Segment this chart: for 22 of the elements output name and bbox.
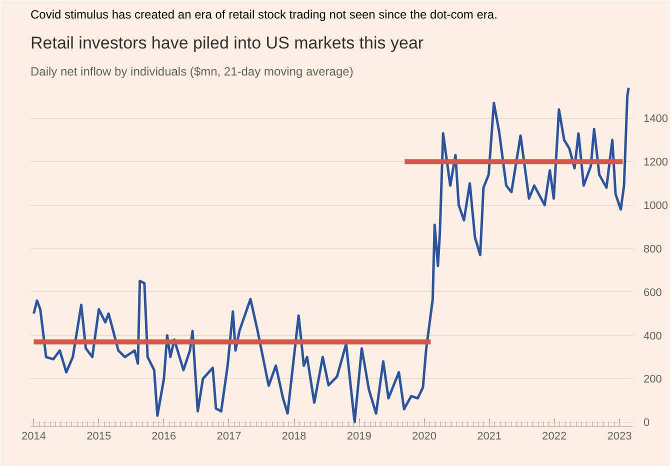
x-tick-label: 2018	[282, 430, 306, 442]
y-tick-label: 200	[644, 374, 662, 386]
x-tick-label: 2019	[346, 430, 372, 442]
y-tick-label: 600	[644, 286, 662, 299]
x-tick-label: 2014	[22, 430, 46, 442]
y-tick-label: 800	[644, 243, 662, 256]
x-tick-label: 2017	[216, 430, 242, 442]
y-tick-label: 1400	[644, 113, 668, 126]
x-tick-label: 2021	[477, 430, 502, 442]
x-tick-label: 2020	[412, 430, 436, 442]
x-tick-label: 2022	[542, 430, 567, 442]
x-tick-label: 2015	[86, 430, 112, 442]
chart-subtitle: Daily net inflow by individuals ($mn, 21-day moving average)	[30, 64, 354, 78]
y-tick-label: 0	[644, 417, 650, 430]
line-series	[32, 86, 630, 424]
y-tick-label: 400	[644, 330, 662, 342]
chart-title: Retail investors have piled into US markets this year	[30, 34, 424, 52]
y-tick-label: 1000	[644, 200, 668, 212]
x-tick-label: 2023	[607, 430, 632, 442]
text: Covid stimulus has created an era of retail stock trading not seen since the dot-com era.	[30, 8, 498, 22]
x-tick-label: 2016	[152, 430, 176, 442]
y-tick-label: 1200	[644, 156, 668, 169]
